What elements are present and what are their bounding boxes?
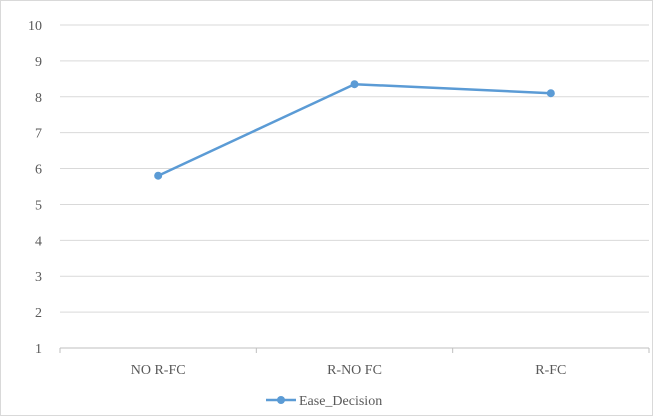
y-tick-label: 6 bbox=[35, 163, 42, 178]
y-tick-label: 9 bbox=[35, 55, 42, 70]
y-tick-label: 5 bbox=[35, 198, 42, 213]
x-axis-tick-labels: NO R-FC R-NO FC R-FC bbox=[131, 363, 567, 378]
y-tick-label: 3 bbox=[35, 270, 42, 285]
gridlines bbox=[60, 24, 649, 313]
y-tick-label: 4 bbox=[35, 234, 42, 249]
x-tick-label: NO R-FC bbox=[131, 363, 186, 378]
data-point bbox=[546, 89, 555, 98]
legend-marker-dot bbox=[277, 396, 285, 404]
data-point bbox=[154, 171, 163, 180]
y-tick-label: 1 bbox=[35, 342, 42, 357]
y-axis-tick-labels: 1 2 3 4 5 6 7 8 9 10 bbox=[28, 19, 42, 357]
series-line bbox=[157, 82, 551, 177]
legend: Ease_Decision bbox=[266, 394, 382, 409]
legend-label: Ease_Decision bbox=[299, 394, 382, 409]
y-tick-label: 10 bbox=[28, 19, 42, 34]
y-tick-label: 7 bbox=[35, 127, 42, 142]
series-ease-decision bbox=[154, 80, 555, 180]
x-tick-label: R-NO FC bbox=[327, 363, 382, 378]
y-tick-label: 2 bbox=[35, 306, 42, 321]
data-point bbox=[350, 80, 359, 89]
x-tick-label: R-FC bbox=[535, 363, 566, 378]
y-tick-label: 8 bbox=[35, 91, 42, 106]
x-axis bbox=[59, 347, 650, 353]
